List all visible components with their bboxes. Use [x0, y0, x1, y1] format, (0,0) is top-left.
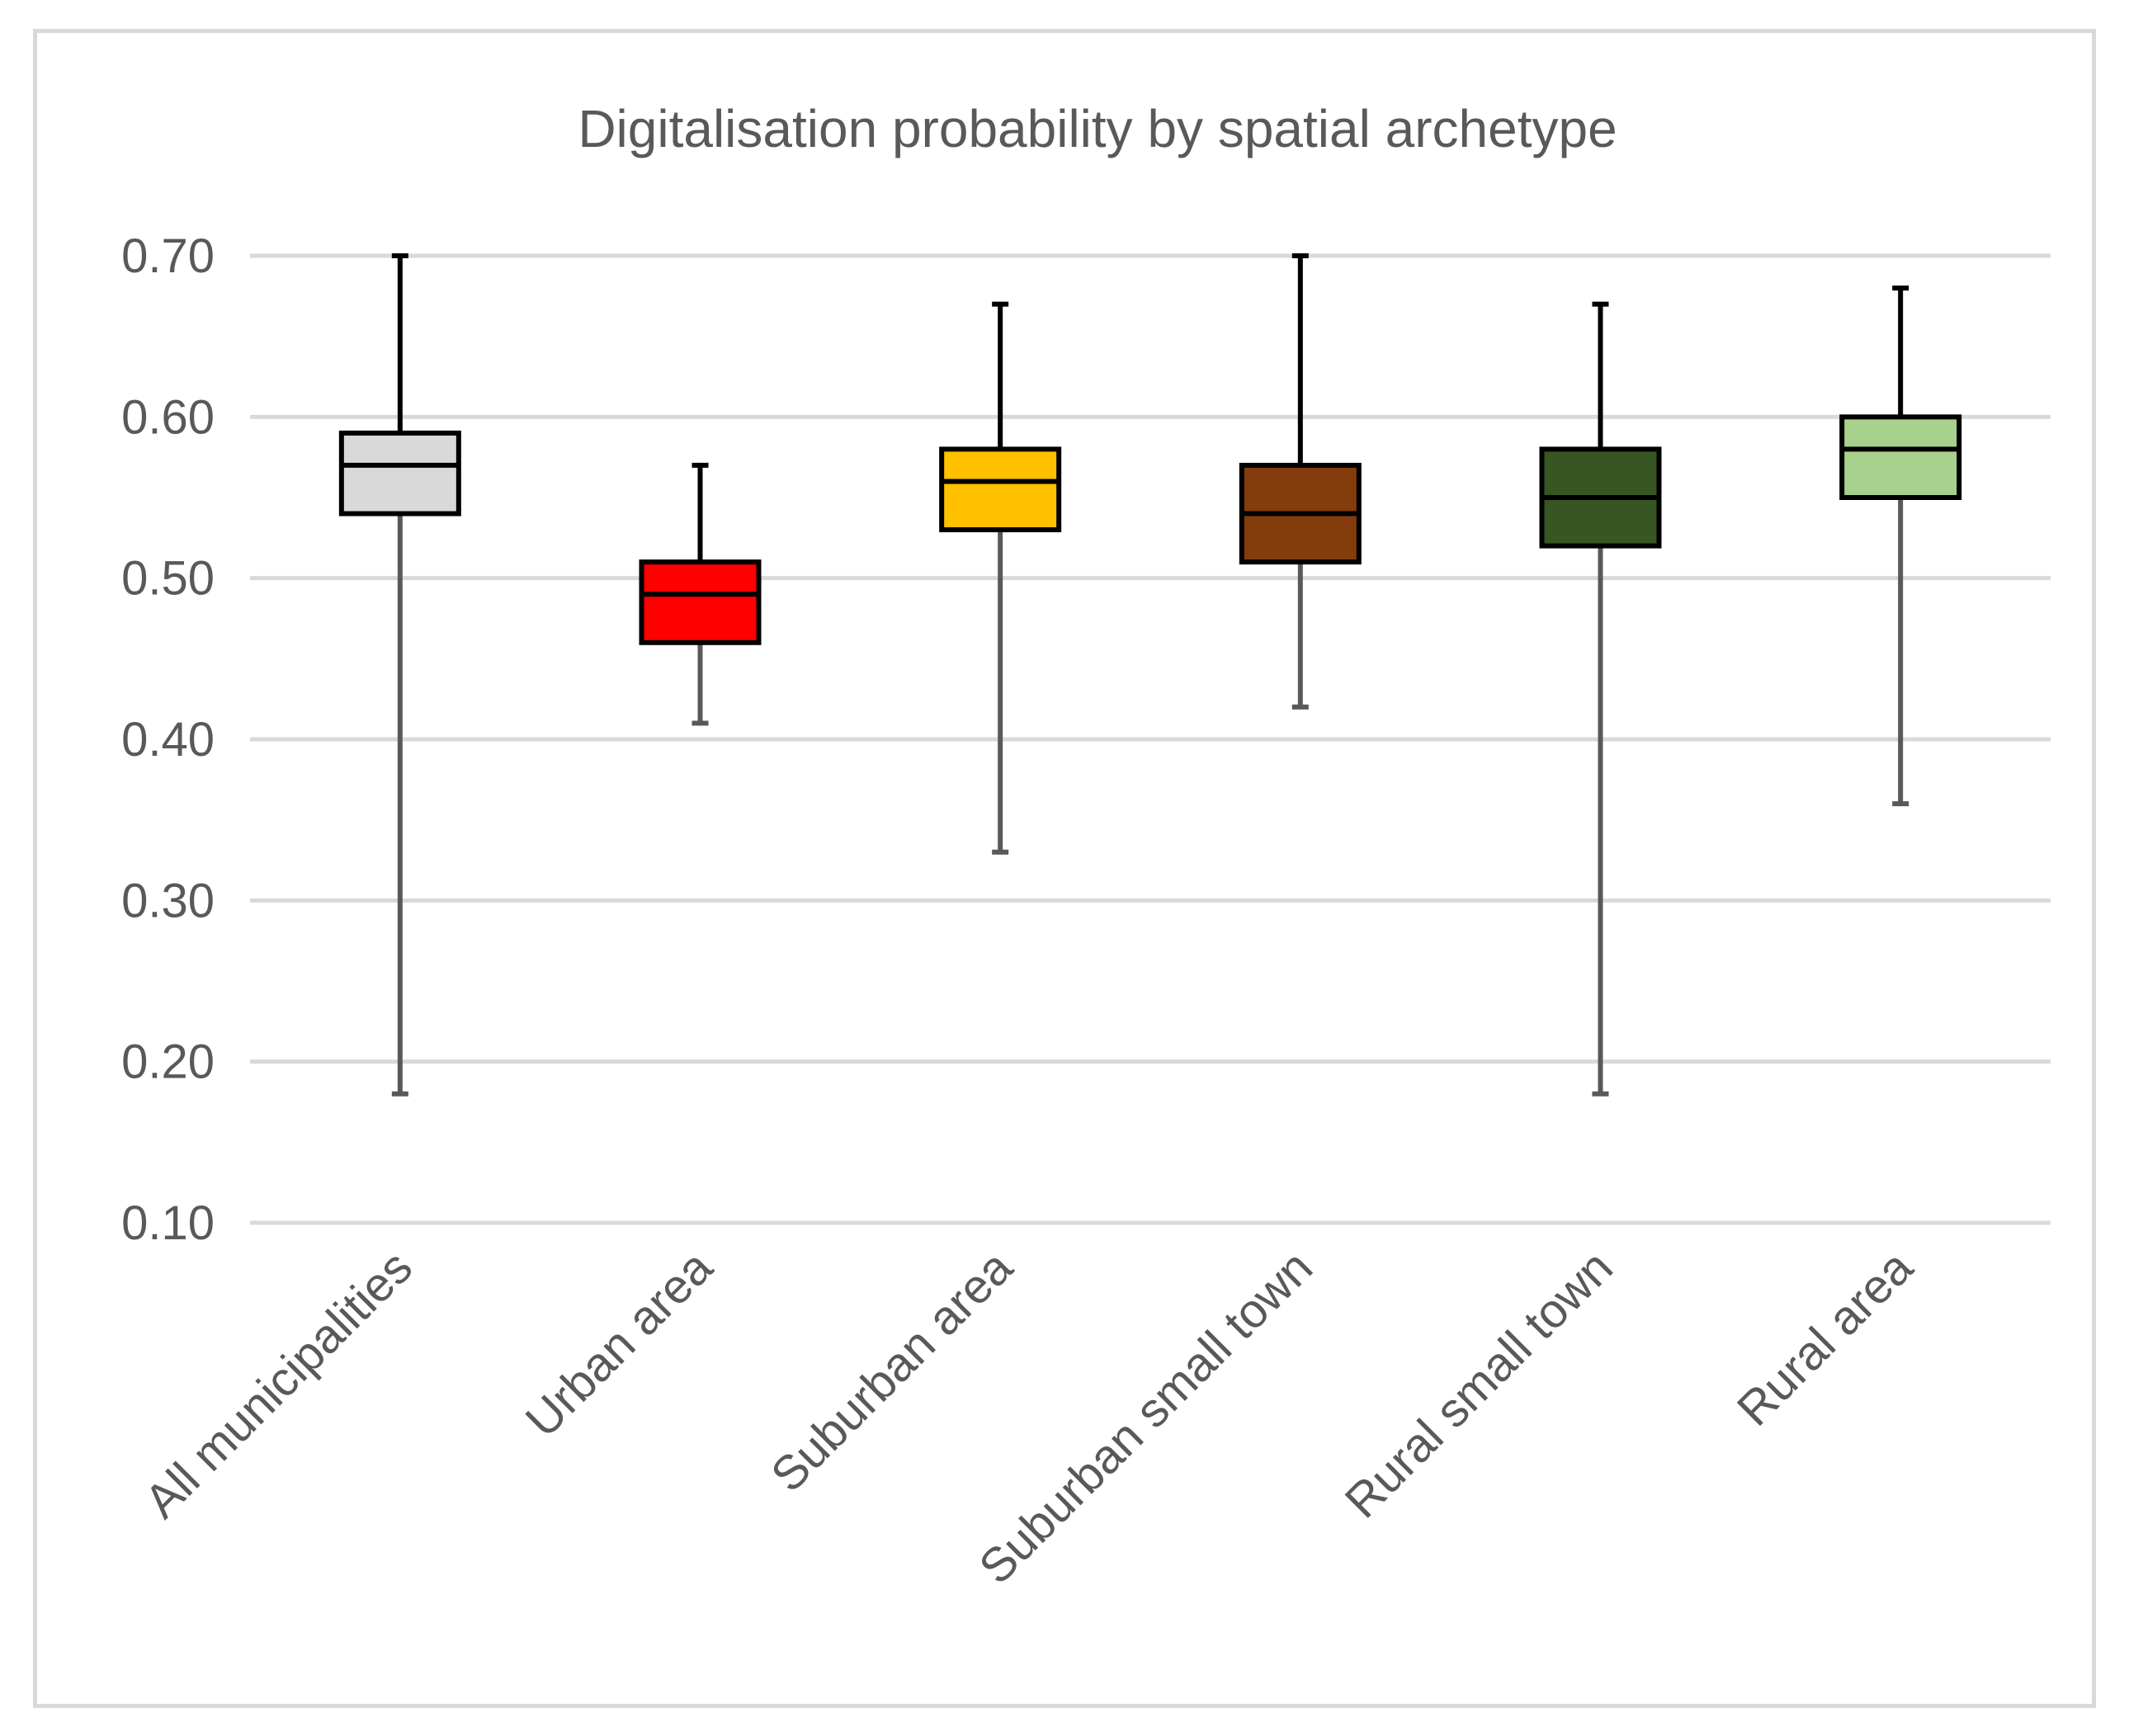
x-category-label: Urban area [516, 1240, 724, 1448]
y-tick-label: 0.50 [121, 552, 215, 606]
y-axis-tick-labels: 0.70 0.60 0.50 0.40 0.30 0.20 0.10 [121, 229, 215, 1250]
y-tick-label: 0.20 [121, 1035, 215, 1089]
interquartile-box [939, 446, 1062, 533]
interquartile-box [338, 430, 461, 517]
y-tick-label: 0.30 [121, 874, 215, 927]
box-6 [1839, 285, 1962, 807]
box-4 [1239, 253, 1362, 710]
x-axis-category-labels: All municipalities Urban area Suburban are… [135, 1240, 1924, 1594]
chart-frame: Digitalisation probability by spatial ar… [33, 29, 2096, 1708]
y-tick-label: 0.70 [121, 229, 215, 283]
x-category-label: Rural small town [1335, 1240, 1623, 1528]
y-tick-label: 0.40 [121, 713, 215, 767]
box-1 [338, 253, 461, 1097]
box-3 [939, 301, 1062, 855]
box-5 [1539, 301, 1662, 1097]
x-category-label: All municipalities [135, 1240, 422, 1528]
x-category-label: Suburban area [761, 1240, 1023, 1502]
y-tick-label: 0.60 [121, 390, 215, 444]
chart-svg: Digitalisation probability by spatial ar… [121, 99, 2051, 1594]
x-category-label: Rural area [1727, 1240, 1924, 1436]
x-category-label: Suburban small town [969, 1240, 1323, 1594]
interquartile-box [1839, 414, 1962, 501]
chart-title: Digitalisation probability by spatial ar… [578, 99, 1617, 158]
grid-layer [250, 253, 2051, 1225]
box-2 [639, 462, 762, 726]
interquartile-box [639, 559, 762, 645]
boxplot-layer [338, 253, 1962, 1097]
y-tick-label: 0.10 [121, 1196, 215, 1250]
